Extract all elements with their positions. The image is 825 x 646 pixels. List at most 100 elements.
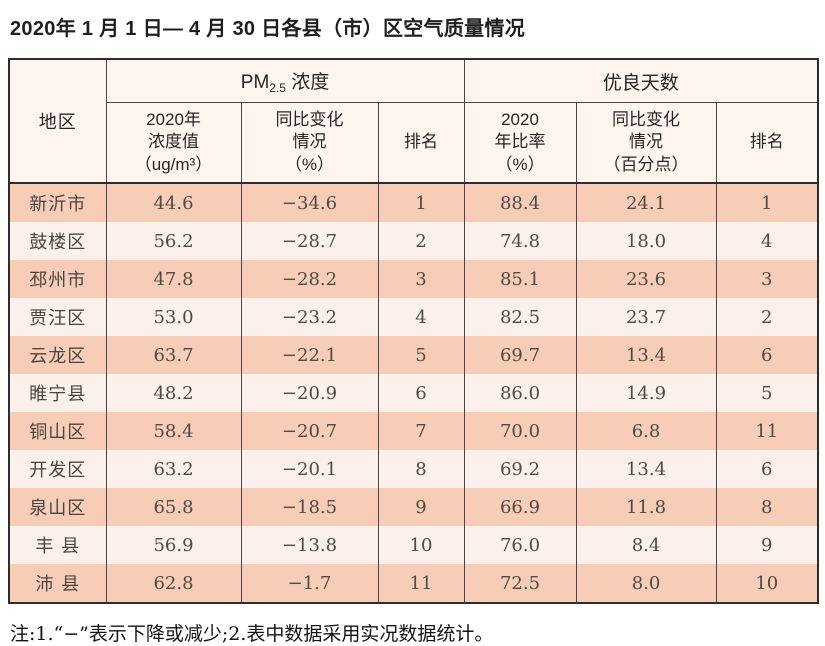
pm-value-cell: 62.8 bbox=[105, 564, 242, 603]
pm-change-cell: −34.6 bbox=[240, 183, 379, 222]
good-rank-cell: 3 bbox=[715, 260, 819, 298]
good-change-cell: 13.4 bbox=[575, 450, 717, 488]
pm-change-cell: −28.7 bbox=[240, 222, 379, 260]
good-rate-cell: 76.0 bbox=[463, 526, 577, 564]
table-row: 鼓楼区 56.2 −28.7 2 74.8 18.0 4 bbox=[8, 222, 819, 260]
good-rate-cell: 69.2 bbox=[463, 450, 577, 488]
good-rate-cell: 70.0 bbox=[463, 412, 577, 450]
region-cell: 丰 县 bbox=[8, 526, 107, 564]
pm-value-cell: 63.2 bbox=[105, 450, 242, 488]
region-cell: 开发区 bbox=[8, 450, 107, 488]
good-change-cell: 11.8 bbox=[575, 488, 717, 526]
pm-change-cell: −20.7 bbox=[240, 412, 379, 450]
good-rate-cell: 66.9 bbox=[463, 488, 577, 526]
good-rank-cell: 5 bbox=[715, 374, 819, 412]
pm-rank-cell: 9 bbox=[377, 488, 465, 526]
pm-value-cell: 48.2 bbox=[105, 374, 242, 412]
pm-value-cell: 53.0 bbox=[105, 298, 242, 336]
good-rank-cell: 10 bbox=[715, 564, 819, 603]
header-group-row: 地区 PM2.5 浓度 优良天数 bbox=[8, 59, 819, 183]
good-rate-cell: 72.5 bbox=[463, 564, 577, 603]
good-change-cell: 14.9 bbox=[575, 374, 717, 412]
table-row: 邳州市 47.8 −28.2 3 85.1 23.6 3 bbox=[8, 260, 819, 298]
table-row: 新沂市 44.6 −34.6 1 88.4 24.1 1 bbox=[8, 183, 819, 222]
pm25-label-suffix: 浓度 bbox=[285, 72, 330, 93]
good-change-cell: 8.0 bbox=[575, 564, 717, 603]
pm-rank-cell: 7 bbox=[377, 412, 465, 450]
pm-rank-cell: 4 bbox=[377, 298, 465, 336]
good-rate-cell: 82.5 bbox=[463, 298, 577, 336]
pm-rank-cell: 3 bbox=[377, 260, 465, 298]
table-row: 丰 县 56.9 −13.8 10 76.0 8.4 9 bbox=[8, 526, 819, 564]
good-change-cell: 23.7 bbox=[575, 298, 717, 336]
column-group-pm25: PM2.5 浓度 bbox=[105, 59, 465, 103]
pm-rank-cell: 11 bbox=[377, 564, 465, 603]
pm-rank-cell: 1 bbox=[377, 183, 465, 222]
column-header-pm-value: 2020年 浓度值 （ug/m³） bbox=[105, 102, 242, 183]
pm-value-cell: 56.9 bbox=[105, 526, 242, 564]
good-change-cell: 24.1 bbox=[575, 183, 717, 222]
good-rate-cell: 69.7 bbox=[463, 336, 577, 374]
region-cell: 铜山区 bbox=[8, 412, 107, 450]
pm-rank-cell: 10 bbox=[377, 526, 465, 564]
pm-change-cell: −18.5 bbox=[240, 488, 379, 526]
pm25-label-subscript: 2.5 bbox=[269, 81, 286, 95]
region-cell: 鼓楼区 bbox=[8, 222, 107, 260]
good-change-cell: 6.8 bbox=[575, 412, 717, 450]
pm-change-cell: −28.2 bbox=[240, 260, 379, 298]
pm-value-cell: 58.4 bbox=[105, 412, 242, 450]
table-row: 铜山区 58.4 −20.7 7 70.0 6.8 11 bbox=[8, 412, 819, 450]
pm-value-cell: 63.7 bbox=[105, 336, 242, 374]
column-header-region: 地区 bbox=[8, 59, 107, 183]
page-title: 2020年 1 月 1 日— 4 月 30 日各县（市）区空气质量情况 bbox=[10, 18, 526, 40]
pm-change-cell: −1.7 bbox=[240, 564, 379, 603]
good-rank-cell: 4 bbox=[715, 222, 819, 260]
good-rank-cell: 8 bbox=[715, 488, 819, 526]
pm-rank-cell: 8 bbox=[377, 450, 465, 488]
table-row: 沛 县 62.8 −1.7 11 72.5 8.0 10 bbox=[8, 564, 819, 603]
good-rank-cell: 9 bbox=[715, 526, 819, 564]
pm-rank-cell: 6 bbox=[377, 374, 465, 412]
good-rate-cell: 85.1 bbox=[463, 260, 577, 298]
column-header-good-rank: 排名 bbox=[715, 102, 819, 183]
good-rank-cell: 6 bbox=[715, 450, 819, 488]
pm-change-cell: −22.1 bbox=[240, 336, 379, 374]
table-header: 地区 PM2.5 浓度 优良天数 2020年 浓度值 （ug/m³） 同比变化 … bbox=[8, 59, 819, 183]
column-group-good-days: 优良天数 bbox=[463, 59, 819, 103]
header-sub-row: 2020年 浓度值 （ug/m³） 同比变化 情况 （%） 排名 2020 年比… bbox=[9, 102, 819, 183]
table-row: 贾汪区 53.0 −23.2 4 82.5 23.7 2 bbox=[8, 298, 819, 336]
pm-value-cell: 65.8 bbox=[105, 488, 242, 526]
region-cell: 睢宁县 bbox=[8, 374, 107, 412]
good-rate-cell: 88.4 bbox=[463, 183, 577, 222]
good-rank-cell: 2 bbox=[715, 298, 819, 336]
pm-change-cell: −13.8 bbox=[240, 526, 379, 564]
region-cell: 贾汪区 bbox=[8, 298, 107, 336]
column-header-pm-change: 同比变化 情况 （%） bbox=[240, 102, 379, 183]
region-cell: 新沂市 bbox=[8, 183, 107, 222]
air-quality-table: 地区 PM2.5 浓度 优良天数 2020年 浓度值 （ug/m³） 同比变化 … bbox=[8, 58, 820, 604]
table-row: 云龙区 63.7 −22.1 5 69.7 13.4 6 bbox=[8, 336, 819, 374]
good-rate-cell: 74.8 bbox=[463, 222, 577, 260]
pm-rank-cell: 5 bbox=[377, 336, 465, 374]
good-rank-cell: 11 bbox=[715, 412, 819, 450]
table-body: 新沂市 44.6 −34.6 1 88.4 24.1 1 鼓楼区 56.2 −28.7 2 74.8 1… bbox=[8, 183, 819, 603]
pm25-label-prefix: PM bbox=[240, 72, 270, 93]
region-cell: 泉山区 bbox=[8, 488, 107, 526]
region-cell: 云龙区 bbox=[8, 336, 107, 374]
pm-change-cell: −20.9 bbox=[240, 374, 379, 412]
table-row: 泉山区 65.8 −18.5 9 66.9 11.8 8 bbox=[8, 488, 819, 526]
good-rank-cell: 1 bbox=[715, 183, 819, 222]
region-cell: 邳州市 bbox=[8, 260, 107, 298]
pm-change-cell: −20.1 bbox=[240, 450, 379, 488]
good-rank-cell: 6 bbox=[715, 336, 819, 374]
good-rate-cell: 86.0 bbox=[463, 374, 577, 412]
table-row: 开发区 63.2 −20.1 8 69.2 13.4 6 bbox=[8, 450, 819, 488]
pm-value-cell: 44.6 bbox=[105, 183, 242, 222]
pm-change-cell: −23.2 bbox=[240, 298, 379, 336]
pm-value-cell: 47.8 bbox=[105, 260, 242, 298]
column-header-good-rate: 2020 年比率 （%） bbox=[463, 102, 577, 183]
good-change-cell: 23.6 bbox=[575, 260, 717, 298]
table-row: 睢宁县 48.2 −20.9 6 86.0 14.9 5 bbox=[8, 374, 819, 412]
pm-value-cell: 56.2 bbox=[105, 222, 242, 260]
